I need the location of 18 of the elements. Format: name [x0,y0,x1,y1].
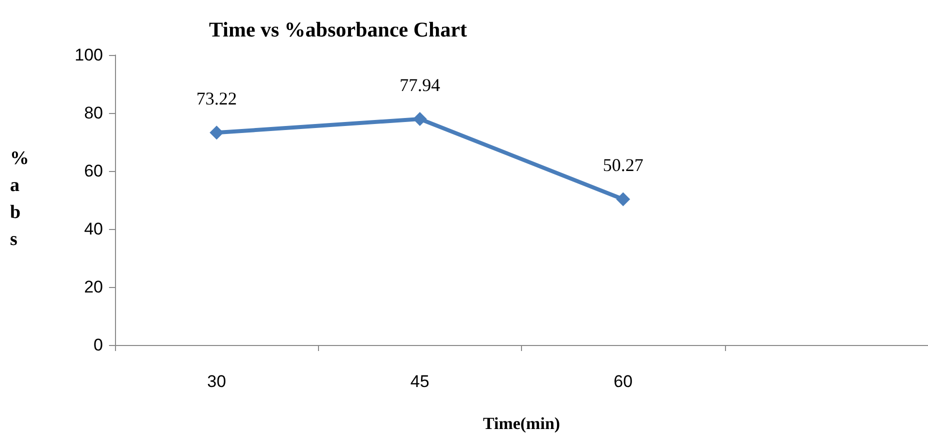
point [616,192,630,206]
x-tick-label: 45 [410,372,430,391]
x-tick-label: 60 [614,372,633,391]
y-tick-label: 80 [84,104,103,122]
point [210,126,224,140]
y-tick-label: 100 [74,46,103,64]
y-axis-title: %abs [10,148,29,250]
data-label: 50.27 [602,155,644,176]
y-tick-label: 60 [84,162,103,180]
y-tick-label: 20 [84,278,103,296]
point [412,112,427,126]
x-axis-title: Time(min) [482,414,560,433]
y-tick-label: 40 [84,220,103,238]
data-label: 77.94 [400,74,440,95]
chart-title: Time vs %absorbance Chart [208,18,468,42]
data-label: 73.22 [196,88,237,109]
y-tick-label: 0 [94,336,103,354]
x-tick-label: 30 [207,372,226,391]
